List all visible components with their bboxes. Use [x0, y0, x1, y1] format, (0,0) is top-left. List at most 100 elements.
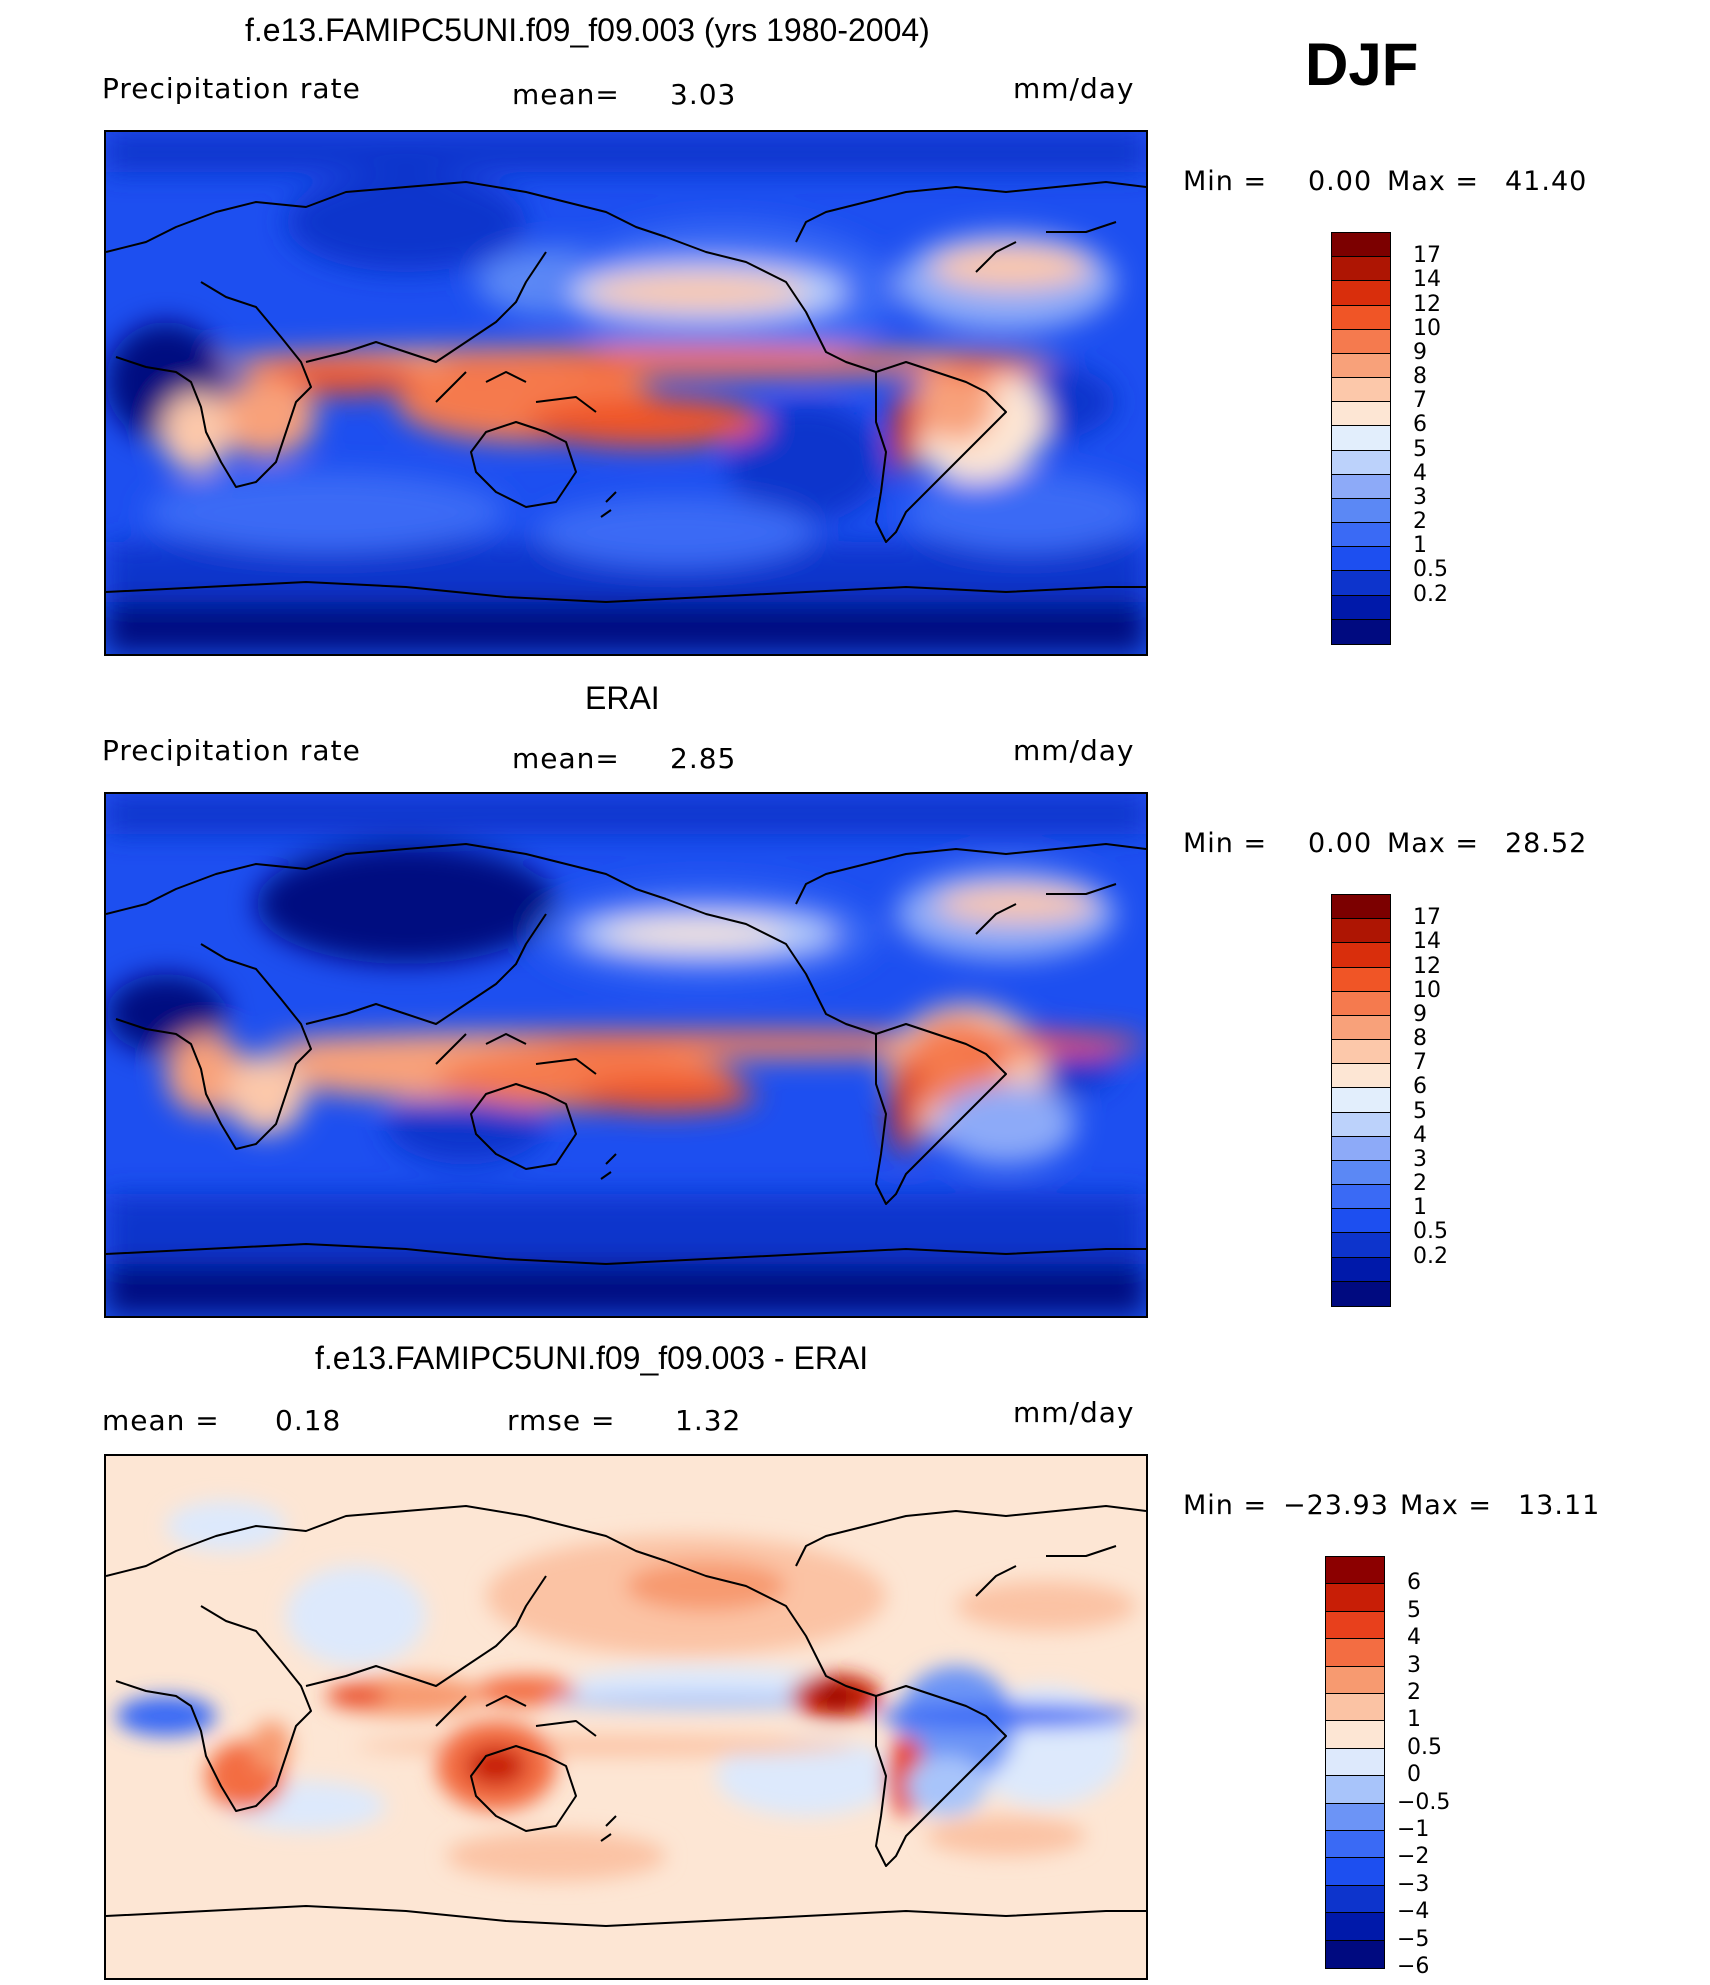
colorbar-segment: [1326, 1557, 1384, 1585]
colorbar-segment: [1332, 1064, 1390, 1089]
panel-3-max-value: 13.11: [1518, 1490, 1601, 1521]
colorbar-segment: [1332, 1088, 1390, 1113]
panel-1-min-value: 0.00: [1308, 166, 1373, 197]
panel-2-min-value: 0.00: [1308, 828, 1373, 859]
colorbar-tick-label: 0.2: [1413, 1243, 1448, 1269]
panel-3-map: [104, 1454, 1148, 1980]
colorbar-segment: [1332, 967, 1390, 992]
colorbar-segment: [1332, 547, 1390, 572]
colorbar-tick-label: 1: [1407, 1707, 1421, 1733]
colorbar-segment: [1326, 1831, 1384, 1859]
colorbar-tick-label: −6: [1397, 1954, 1430, 1979]
colorbar-tick-label: 2: [1407, 1680, 1421, 1705]
colorbar-tick-label: 6: [1413, 412, 1427, 438]
panel-2-title: ERAI: [585, 680, 660, 716]
colorbar-segment: [1326, 1639, 1384, 1667]
panel-2-mean-value: 2.85: [670, 742, 737, 775]
colorbar-segment: [1326, 1666, 1384, 1694]
panel-2-variable-label: Precipitation rate: [102, 734, 361, 767]
colorbar-segment: [1332, 426, 1390, 451]
season-label: DJF: [1305, 31, 1419, 98]
colorbar-tick-label: 9: [1413, 1001, 1427, 1027]
colorbar-segment: [1332, 523, 1390, 548]
colorbar-segment: [1332, 329, 1390, 354]
colorbar-tick-label: 1: [1413, 1195, 1427, 1221]
colorbar-tick-label: 0: [1407, 1762, 1421, 1788]
colorbar-tick-label: 3: [1413, 484, 1427, 510]
colorbar-segment: [1332, 943, 1390, 968]
colorbar-segment: [1332, 1015, 1390, 1041]
colorbar-segment: [1332, 919, 1390, 944]
colorbar-segment: [1326, 1748, 1384, 1777]
panel-3-mean-value: 0.18: [275, 1404, 342, 1437]
colorbar-segment: [1326, 1694, 1384, 1722]
colorbar-segment: [1326, 1858, 1384, 1886]
colorbar-segment: [1332, 402, 1390, 427]
panel-1-mean-value: 3.03: [670, 78, 737, 111]
colorbar-tick-label: 3: [1413, 1146, 1427, 1172]
panel-1-max-value: 41.40: [1505, 166, 1588, 197]
colorbar-segment: [1332, 305, 1390, 330]
colorbar-tick-label: 7: [1413, 388, 1427, 414]
colorbar-tick-label: −4: [1397, 1899, 1430, 1925]
colorbar-tick-label: 0.5: [1413, 1219, 1448, 1245]
colorbar-tick-label: 4: [1407, 1625, 1421, 1651]
colorbar-segment: [1326, 1611, 1384, 1640]
colorbar-segment: [1332, 1281, 1390, 1306]
colorbar-tick-label: 5: [1413, 1098, 1427, 1124]
colorbar-segment: [1332, 1257, 1390, 1282]
colorbar-tick-label: 17: [1413, 905, 1441, 931]
colorbar-tick-label: 14: [1413, 929, 1441, 955]
colorbar-tick-label: 2: [1413, 1171, 1427, 1197]
colorbar-tick-label: −0.5: [1397, 1789, 1451, 1815]
colorbar-tick-label: 5: [1407, 1597, 1421, 1623]
colorbar-segment: [1326, 1940, 1384, 1968]
colorbar-segment: [1332, 378, 1390, 403]
colorbar-tick-label: 5: [1413, 436, 1427, 462]
panel-2-colorbar: [1331, 894, 1391, 1307]
panel-1-units: mm/day: [1013, 72, 1135, 105]
panel-3-min-label: Min =: [1183, 1490, 1268, 1521]
colorbar-tick-label: 6: [1407, 1570, 1421, 1596]
colorbar-tick-label: −2: [1397, 1844, 1430, 1870]
colorbar-segment: [1332, 571, 1390, 596]
panel-2-max-value: 28.52: [1505, 828, 1588, 859]
colorbar-segment: [1332, 498, 1390, 524]
colorbar-segment: [1332, 895, 1390, 920]
panel-2-units: mm/day: [1013, 734, 1135, 767]
panel-3-max-label: Max =: [1400, 1490, 1493, 1521]
colorbar-segment: [1326, 1584, 1384, 1612]
colorbar-segment: [1332, 1040, 1390, 1065]
colorbar-segment: [1332, 233, 1390, 258]
colorbar-segment: [1332, 991, 1390, 1016]
colorbar-segment: [1326, 1776, 1384, 1804]
colorbar-segment: [1332, 450, 1390, 475]
panel-2-min-label: Min =: [1183, 828, 1268, 859]
colorbar-tick-label: 1: [1413, 533, 1427, 559]
colorbar-tick-label: 0.5: [1407, 1734, 1442, 1760]
panel-1-mean-label: mean=: [512, 78, 620, 111]
colorbar-tick-label: 12: [1413, 953, 1441, 979]
colorbar-segment: [1332, 619, 1390, 644]
colorbar-segment: [1332, 1185, 1390, 1210]
colorbar-segment: [1332, 1112, 1390, 1137]
colorbar-segment: [1326, 1721, 1384, 1749]
panel-1-title: f.e13.FAMIPC5UNI.f09_f09.003 (yrs 1980-2…: [245, 12, 930, 48]
panel-2-map: [104, 792, 1148, 1318]
colorbar-tick-label: 4: [1413, 1122, 1427, 1148]
panel-1-colorbar: [1331, 232, 1391, 645]
panel-3-rmse-label: rmse =: [507, 1404, 616, 1437]
colorbar-segment: [1332, 1160, 1390, 1186]
colorbar-segment: [1332, 474, 1390, 499]
colorbar-segment: [1332, 1209, 1390, 1234]
colorbar-segment: [1332, 281, 1390, 306]
colorbar-tick-label: 2: [1413, 509, 1427, 535]
colorbar-segment: [1332, 595, 1390, 620]
colorbar-tick-label: 7: [1413, 1050, 1427, 1076]
colorbar-tick-label: −3: [1397, 1871, 1430, 1897]
colorbar-tick-label: 17: [1413, 243, 1441, 269]
colorbar-segment: [1332, 353, 1390, 379]
colorbar-segment: [1326, 1803, 1384, 1831]
panel-1-variable-label: Precipitation rate: [102, 72, 361, 105]
colorbar-tick-label: 10: [1413, 977, 1441, 1003]
